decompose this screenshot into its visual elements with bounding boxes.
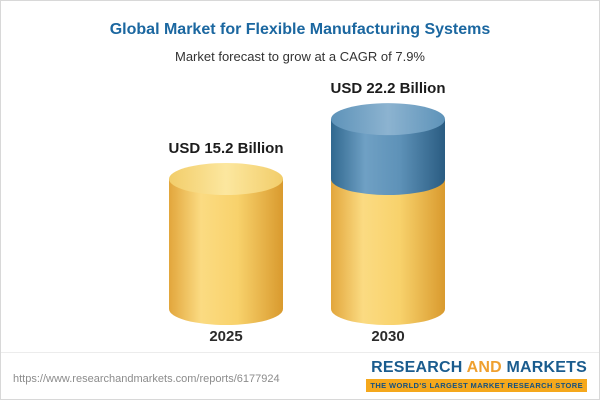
cylinder-bar-chart: USD 15.2 Billion 2025 USD 22.2 Billion 2030 [168, 80, 445, 345]
logo-word-markets: MARKETS [506, 359, 587, 377]
logo-word-research: RESEARCH [371, 359, 463, 377]
chart-subtitle: Market forecast to grow at a CAGR of 7.9… [175, 49, 425, 64]
cylinder-body-base [331, 179, 445, 309]
logo-tagline: THE WORLD'S LARGEST MARKET RESEARCH STOR… [366, 379, 587, 392]
cylinder-top-cap [331, 103, 445, 136]
cylinder-top-cap [169, 163, 283, 195]
cylinder-body-base [169, 179, 283, 309]
cylinder-bar-2030: USD 22.2 Billion 2030 [330, 80, 445, 345]
bar-value-label: USD 15.2 Billion [168, 140, 283, 157]
logo-wordmark: RESEARCH AND MARKETS [366, 359, 587, 377]
bar-category-label: 2030 [371, 328, 404, 345]
footer-bar: https://www.researchandmarkets.com/repor… [1, 352, 599, 399]
research-and-markets-logo: RESEARCH AND MARKETS THE WORLD'S LARGEST… [366, 359, 587, 392]
source-url: https://www.researchandmarkets.com/repor… [13, 373, 280, 385]
chart-title: Global Market for Flexible Manufacturing… [109, 21, 491, 38]
bar-category-label: 2025 [209, 328, 242, 345]
cylinder-bar-2025: USD 15.2 Billion 2025 [168, 140, 283, 345]
logo-word-and: AND [466, 359, 502, 377]
bar-value-label: USD 22.2 Billion [330, 80, 445, 97]
